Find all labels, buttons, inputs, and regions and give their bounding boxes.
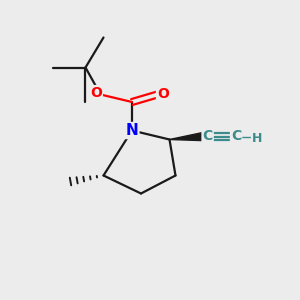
- Text: H: H: [252, 131, 262, 145]
- Text: O: O: [90, 86, 102, 100]
- Text: C: C: [231, 129, 241, 142]
- Text: C: C: [202, 129, 213, 142]
- Text: O: O: [157, 87, 169, 100]
- Polygon shape: [169, 132, 204, 141]
- Text: N: N: [126, 123, 138, 138]
